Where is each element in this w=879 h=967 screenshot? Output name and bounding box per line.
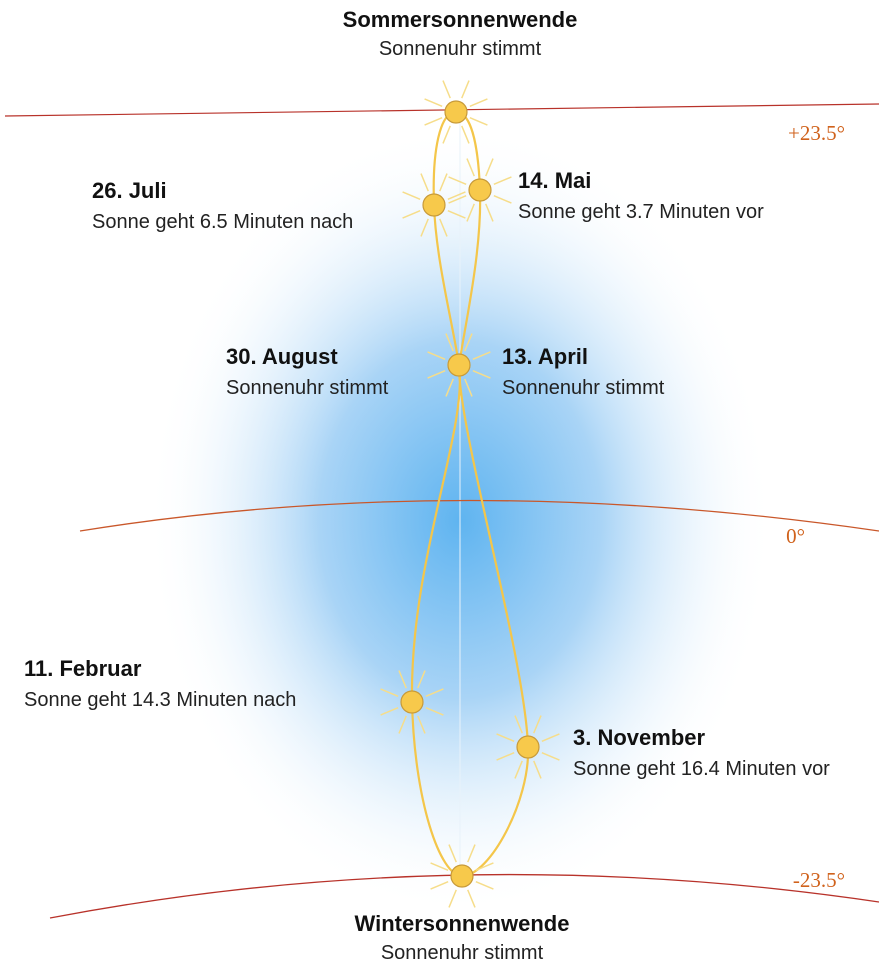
degree-label: +23.5° [788,121,845,145]
sun-disc [451,865,473,887]
label-title: 26. Juli [92,178,167,203]
sun-disc [517,736,539,758]
page: {"labels": [ {"title": "Sommersonnenwend… [0,0,879,967]
degree-label: -23.5° [793,868,845,892]
label-subtitle: Sonne geht 6.5 Minuten nach [92,211,353,233]
label-title: 3. November [573,725,705,750]
label-title: Sommersonnenwende [343,7,578,32]
label-subtitle: Sonne geht 3.7 Minuten vor [518,201,764,223]
label-subtitle: Sonnenuhr stimmt [381,942,544,964]
label-subtitle: Sonnenuhr stimmt [502,377,665,399]
sun-disc [423,194,445,216]
label-subtitle: Sonnenuhr stimmt [379,38,542,60]
label-title: 14. Mai [518,168,591,193]
label-title: 11. Februar [24,656,142,681]
sun-disc [448,354,470,376]
analemma-diagram: Sommersonnenwende Sonnenuhr stimmt 26. J… [0,0,879,967]
sun-disc [445,101,467,123]
sky-glow [0,0,879,967]
sun-disc [401,691,423,713]
label-title: 13. April [502,344,588,369]
label-title: Wintersonnenwende [355,911,570,936]
label-subtitle: Sonne geht 14.3 Minuten nach [24,689,296,711]
label-title: 30. August [226,344,338,369]
label-subtitle: Sonne geht 16.4 Minuten vor [573,758,830,780]
sun-disc [469,179,491,201]
label-subtitle: Sonnenuhr stimmt [226,377,389,399]
degree-label: 0° [786,524,805,548]
